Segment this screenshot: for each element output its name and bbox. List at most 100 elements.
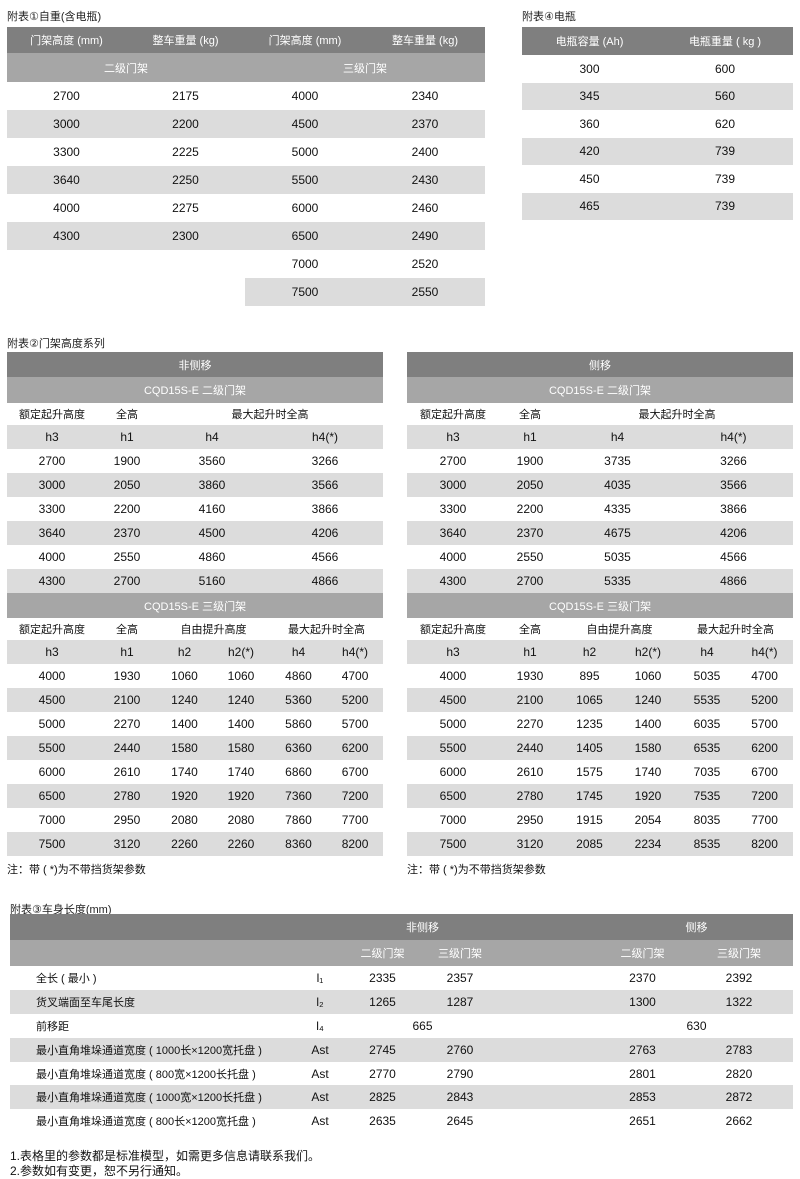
table-cell: 5860 bbox=[270, 712, 327, 736]
table-cell: 6000 bbox=[7, 760, 97, 784]
column-header: 整车重量 (kg) bbox=[126, 27, 245, 53]
panel-header: 侧移 bbox=[407, 352, 793, 377]
table-cell bbox=[500, 1109, 600, 1134]
table-cell: 2783 bbox=[685, 1037, 793, 1062]
table-row: 4000 1930 895 1060 5035 4700 bbox=[407, 664, 794, 688]
section-header-row: CQD15S-E 三级门架 bbox=[7, 593, 384, 618]
table-cell: 6700 bbox=[736, 760, 794, 784]
table-cell: 6500 bbox=[407, 784, 499, 808]
table-cell: 2700 bbox=[407, 449, 499, 473]
table-cell: 2950 bbox=[499, 808, 561, 832]
section-header: CQD15S-E 二级门架 bbox=[7, 377, 383, 403]
label-row: 额定起升高度 全高 自由提升高度 最大起升时全高 bbox=[407, 618, 794, 640]
table-cell bbox=[7, 278, 126, 306]
section-header-row: CQD15S-E 二级门架 bbox=[407, 377, 793, 403]
column-label: 最大起升时全高 bbox=[561, 403, 793, 425]
row-label: 货叉端面至车尾长度 bbox=[10, 989, 295, 1014]
column-symbol: h4(*) bbox=[267, 425, 383, 449]
table-cell: 300 bbox=[522, 55, 657, 83]
table-cell bbox=[500, 940, 600, 966]
table-cell: 3120 bbox=[97, 832, 157, 856]
table-row: 360 620 bbox=[522, 110, 793, 138]
table-cell: 1575 bbox=[561, 760, 618, 784]
table-cell: 4206 bbox=[267, 521, 383, 545]
table-row: 5000 2270 1235 1400 6035 5700 bbox=[407, 712, 794, 736]
table-cell: 895 bbox=[561, 664, 618, 688]
table-cell: 1060 bbox=[157, 664, 212, 688]
table-cell: 1915 bbox=[561, 808, 618, 832]
table-cell: 2050 bbox=[97, 473, 157, 497]
table-cell: 2300 bbox=[126, 222, 245, 250]
section-header-row: CQD15S-E 三级门架 bbox=[407, 593, 794, 618]
table-cell: 4335 bbox=[561, 497, 674, 521]
column-symbol: h4 bbox=[157, 425, 267, 449]
table-row: 7500 3120 2260 2260 8360 8200 bbox=[7, 832, 384, 856]
row-label: 前移距 bbox=[10, 1013, 295, 1038]
table-cell: 4300 bbox=[7, 569, 97, 593]
table-cell: 2550 bbox=[365, 278, 485, 306]
table-row: 3000 2200 4500 2370 bbox=[7, 110, 485, 138]
group-header: 非侧移 bbox=[345, 914, 500, 940]
table-row: 4500 2100 1240 1240 5360 5200 bbox=[7, 688, 384, 712]
table-cell: 450 bbox=[522, 165, 657, 193]
table-cell: 2760 bbox=[420, 1037, 500, 1062]
row-symbol: l₄ bbox=[295, 1013, 345, 1038]
table-cell: 5700 bbox=[327, 712, 384, 736]
table-cell: 2200 bbox=[126, 110, 245, 138]
table-row: 450 739 bbox=[522, 165, 793, 193]
table-row: 4300 2300 6500 2490 bbox=[7, 222, 485, 250]
column-header: 门架高度 (mm) bbox=[245, 27, 365, 53]
table-cell bbox=[500, 1085, 600, 1110]
table-cell: 2780 bbox=[97, 784, 157, 808]
table-cell: 3000 bbox=[7, 110, 126, 138]
column-header: 门架高度 (mm) bbox=[7, 27, 126, 53]
table-cell: 4000 bbox=[407, 664, 499, 688]
table-cell: 2100 bbox=[97, 688, 157, 712]
column-label: 全高 bbox=[499, 403, 561, 425]
table-cell: 630 bbox=[600, 1013, 793, 1038]
table-cell: 4000 bbox=[7, 194, 126, 222]
table-cell bbox=[500, 914, 600, 940]
table-row: 3640 2370 4675 4206 bbox=[407, 521, 793, 545]
table-row: 最小直角堆垛通道宽度 ( 800长×1200宽托盘 ) Ast 2635 2645 26… bbox=[10, 1109, 793, 1134]
table2-title: 附表②门架高度系列 bbox=[7, 338, 105, 350]
column-header: 三级门架 bbox=[420, 940, 500, 966]
table-cell: 1265 bbox=[345, 989, 420, 1014]
table-row: 3300 2200 4335 3866 bbox=[407, 497, 793, 521]
table-cell: 2270 bbox=[97, 712, 157, 736]
table-row: 7500 3120 2085 2234 8535 8200 bbox=[407, 832, 794, 856]
table-row: 5500 2440 1405 1580 6535 6200 bbox=[407, 736, 794, 760]
table-cell: 6000 bbox=[245, 194, 365, 222]
table-cell: 6860 bbox=[270, 760, 327, 784]
table-cell bbox=[500, 1013, 600, 1038]
table-row: 4300 2700 5160 4866 bbox=[7, 569, 383, 593]
table-cell: 1740 bbox=[212, 760, 270, 784]
table-row: 2700 1900 3560 3266 bbox=[7, 449, 383, 473]
table-cell: 1060 bbox=[618, 664, 678, 688]
row-symbol: Ast bbox=[295, 1109, 345, 1134]
table-cell: 4206 bbox=[674, 521, 793, 545]
table-cell: 739 bbox=[657, 165, 793, 193]
table-cell: 1745 bbox=[561, 784, 618, 808]
table-cell: 2550 bbox=[97, 545, 157, 569]
table-cell: 1900 bbox=[499, 449, 561, 473]
table-cell: 2820 bbox=[685, 1061, 793, 1086]
table-cell: 3000 bbox=[407, 473, 499, 497]
table-cell bbox=[500, 1061, 600, 1086]
table-cell: 2370 bbox=[499, 521, 561, 545]
table-cell: 2853 bbox=[600, 1085, 685, 1110]
row-label: 最小直角堆垛通道宽度 ( 1000长×1200宽托盘 ) bbox=[10, 1037, 295, 1062]
column-symbol: h3 bbox=[7, 425, 97, 449]
column-header: 电瓶重量 ( kg ) bbox=[657, 27, 793, 55]
table-cell: 600 bbox=[657, 55, 793, 83]
table-cell: 5500 bbox=[407, 736, 499, 760]
section-header: CQD15S-E 三级门架 bbox=[407, 593, 794, 618]
table-row: 3300 2225 5000 2400 bbox=[7, 138, 485, 166]
table-cell: 2357 bbox=[420, 966, 500, 990]
table-cell: 1240 bbox=[157, 688, 212, 712]
column-symbol: h3 bbox=[7, 640, 97, 664]
table-cell: 4500 bbox=[157, 521, 267, 545]
table-cell: 5500 bbox=[245, 166, 365, 194]
table-cell: 7000 bbox=[407, 808, 499, 832]
table-row: 4500 2100 1065 1240 5535 5200 bbox=[407, 688, 794, 712]
